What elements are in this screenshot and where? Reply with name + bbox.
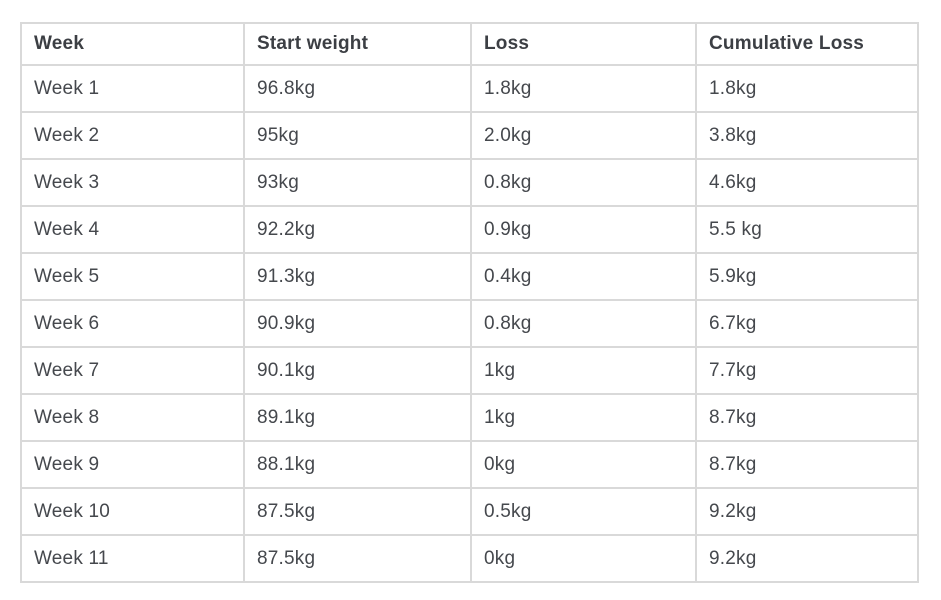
cell-loss: 2.0kg (470, 111, 697, 160)
table-row: Week 9 88.1kg 0kg 8.7kg (20, 440, 919, 489)
table-row: Week 10 87.5kg 0.5kg 9.2kg (20, 487, 919, 536)
header-cumulative-loss: Cumulative Loss (695, 22, 919, 66)
table-row: Week 2 95kg 2.0kg 3.8kg (20, 111, 919, 160)
cell-cumulative-loss: 5.9kg (695, 252, 919, 301)
cell-loss: 0kg (470, 440, 697, 489)
cell-start-weight: 87.5kg (243, 487, 472, 536)
cell-week: Week 11 (20, 534, 245, 583)
cell-cumulative-loss: 6.7kg (695, 299, 919, 348)
cell-loss: 1kg (470, 393, 697, 442)
cell-week: Week 7 (20, 346, 245, 395)
cell-start-weight: 96.8kg (243, 64, 472, 113)
header-start-weight: Start weight (243, 22, 472, 66)
cell-loss: 0.5kg (470, 487, 697, 536)
cell-start-weight: 90.9kg (243, 299, 472, 348)
cell-cumulative-loss: 1.8kg (695, 64, 919, 113)
weight-loss-table-container: Week Start weight Loss Cumulative Loss W… (20, 22, 919, 583)
cell-week: Week 8 (20, 393, 245, 442)
table-header: Week Start weight Loss Cumulative Loss (20, 22, 919, 66)
cell-week: Week 10 (20, 487, 245, 536)
cell-week: Week 2 (20, 111, 245, 160)
table-row: Week 5 91.3kg 0.4kg 5.9kg (20, 252, 919, 301)
cell-start-weight: 95kg (243, 111, 472, 160)
cell-cumulative-loss: 8.7kg (695, 440, 919, 489)
table-row: Week 1 96.8kg 1.8kg 1.8kg (20, 64, 919, 113)
cell-start-weight: 91.3kg (243, 252, 472, 301)
cell-cumulative-loss: 3.8kg (695, 111, 919, 160)
weight-loss-table: Week Start weight Loss Cumulative Loss W… (20, 22, 919, 583)
cell-start-weight: 88.1kg (243, 440, 472, 489)
cell-start-weight: 93kg (243, 158, 472, 207)
cell-week: Week 1 (20, 64, 245, 113)
header-row: Week Start weight Loss Cumulative Loss (20, 22, 919, 66)
cell-week: Week 3 (20, 158, 245, 207)
cell-loss: 1kg (470, 346, 697, 395)
cell-cumulative-loss: 7.7kg (695, 346, 919, 395)
cell-week: Week 4 (20, 205, 245, 254)
cell-start-weight: 92.2kg (243, 205, 472, 254)
table-body: Week 1 96.8kg 1.8kg 1.8kg Week 2 95kg 2.… (20, 64, 919, 583)
table-row: Week 8 89.1kg 1kg 8.7kg (20, 393, 919, 442)
cell-loss: 0.8kg (470, 299, 697, 348)
cell-loss: 0kg (470, 534, 697, 583)
table-row: Week 6 90.9kg 0.8kg 6.7kg (20, 299, 919, 348)
cell-loss: 0.8kg (470, 158, 697, 207)
cell-cumulative-loss: 8.7kg (695, 393, 919, 442)
table-row: Week 3 93kg 0.8kg 4.6kg (20, 158, 919, 207)
cell-loss: 0.4kg (470, 252, 697, 301)
table-row: Week 11 87.5kg 0kg 9.2kg (20, 534, 919, 583)
cell-loss: 1.8kg (470, 64, 697, 113)
table-row: Week 4 92.2kg 0.9kg 5.5 kg (20, 205, 919, 254)
cell-week: Week 9 (20, 440, 245, 489)
cell-start-weight: 87.5kg (243, 534, 472, 583)
cell-week: Week 6 (20, 299, 245, 348)
header-loss: Loss (470, 22, 697, 66)
cell-cumulative-loss: 5.5 kg (695, 205, 919, 254)
cell-start-weight: 90.1kg (243, 346, 472, 395)
header-week: Week (20, 22, 245, 66)
cell-cumulative-loss: 4.6kg (695, 158, 919, 207)
cell-cumulative-loss: 9.2kg (695, 487, 919, 536)
table-row: Week 7 90.1kg 1kg 7.7kg (20, 346, 919, 395)
cell-loss: 0.9kg (470, 205, 697, 254)
cell-cumulative-loss: 9.2kg (695, 534, 919, 583)
cell-start-weight: 89.1kg (243, 393, 472, 442)
cell-week: Week 5 (20, 252, 245, 301)
